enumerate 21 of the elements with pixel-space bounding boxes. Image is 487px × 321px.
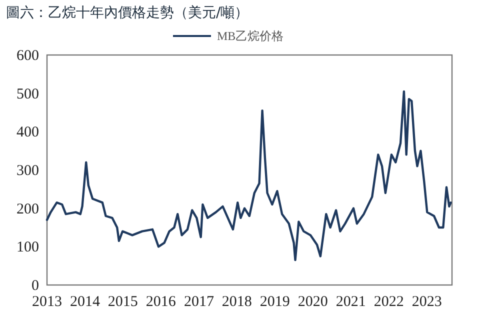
y-tick-label: 0 — [32, 278, 39, 294]
x-tick-label: 2020 — [298, 294, 328, 310]
y-tick-label: 400 — [16, 124, 39, 141]
y-tick-label: 300 — [16, 163, 39, 179]
x-tick-label: 2013 — [32, 294, 62, 310]
legend-label: MB乙烷价格 — [217, 29, 284, 43]
x-tick-label: 2016 — [146, 294, 176, 310]
x-tick-label: 2021 — [336, 294, 366, 310]
title: 圖六：乙烷十年內價格走勢（美元/噸） — [6, 5, 249, 21]
y-tick-label: 100 — [16, 240, 39, 256]
x-tick-label: 2019 — [260, 294, 290, 310]
y-tick-label: 600 — [16, 48, 39, 64]
y-tick-label: 500 — [16, 86, 39, 102]
x-tick-label: 2023 — [412, 294, 442, 310]
x-tick-label: 2022 — [374, 294, 404, 310]
x-tick-label: 2015 — [108, 294, 138, 310]
y-tick-label: 200 — [16, 201, 39, 218]
x-tick-label: 2014 — [70, 294, 100, 310]
legend-item: MB乙烷价格 — [173, 29, 284, 43]
x-tick-label: 2018 — [222, 294, 252, 310]
x-tick-label: 2017 — [184, 294, 214, 310]
